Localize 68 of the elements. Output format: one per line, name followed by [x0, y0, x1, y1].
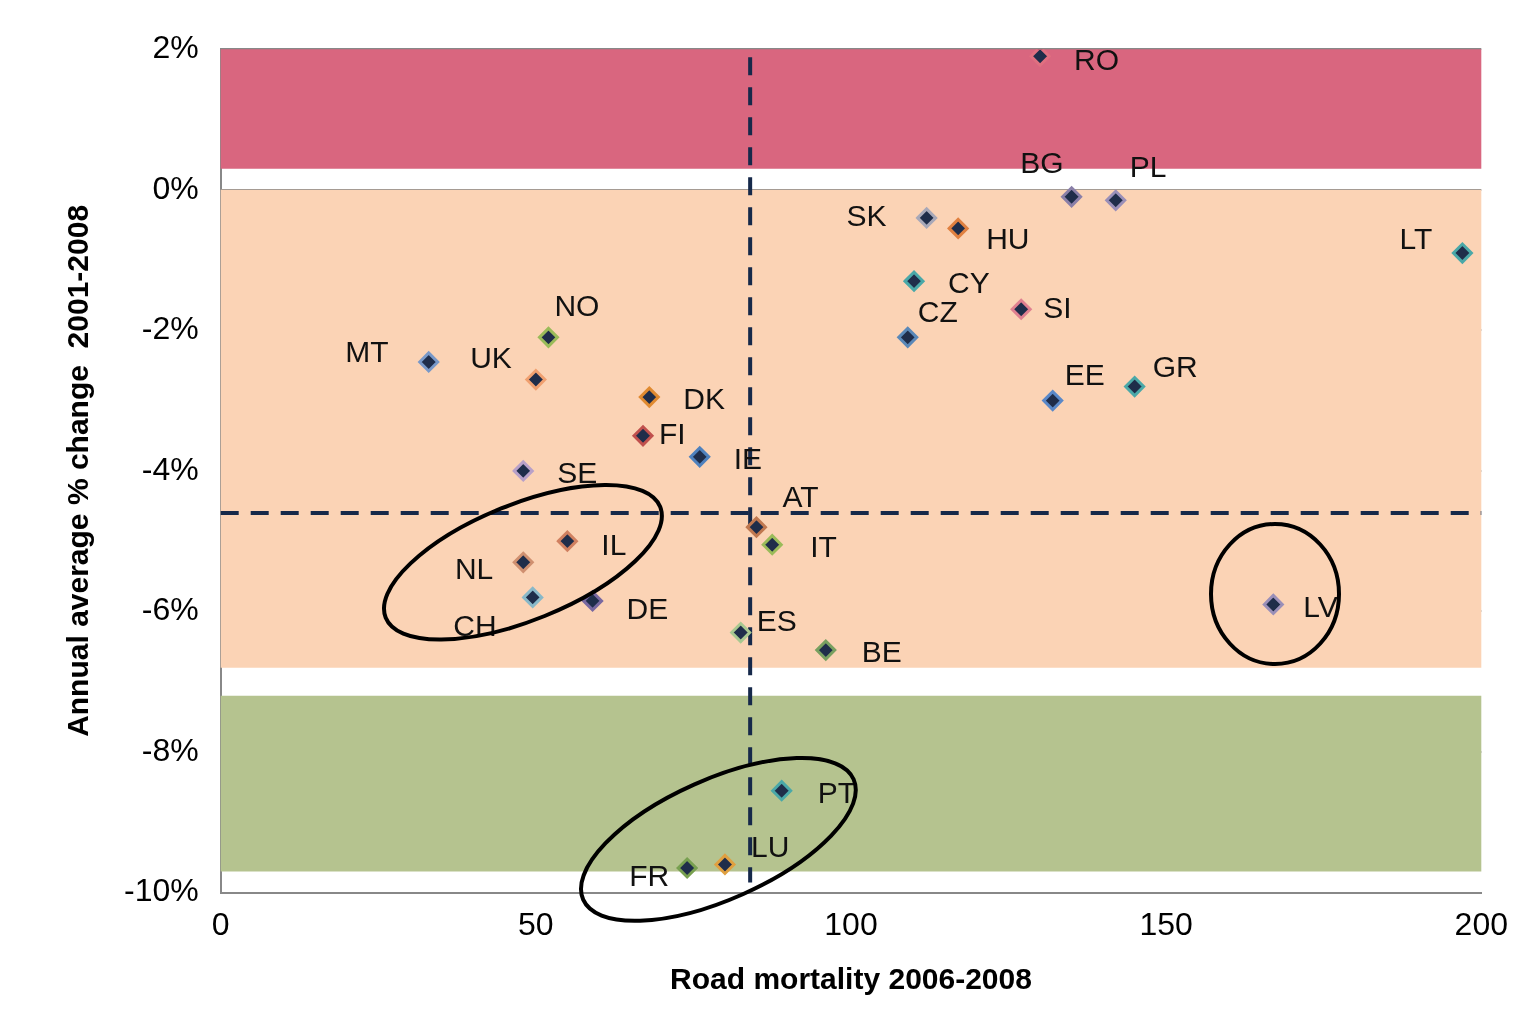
y-tick-label: -2%: [141, 310, 199, 347]
point: [1262, 593, 1284, 615]
point: [1451, 242, 1473, 264]
point: [525, 369, 547, 391]
point: [638, 386, 660, 408]
series-label: HU: [986, 221, 1030, 255]
series-label: UK: [470, 340, 512, 374]
point: [745, 516, 767, 538]
point: [676, 857, 698, 879]
y-tick-label: 2%: [152, 29, 199, 66]
point: [632, 425, 654, 447]
point: [537, 326, 559, 348]
point: [418, 351, 440, 373]
point: [897, 326, 919, 348]
series-label: LV: [1303, 589, 1338, 623]
point: [512, 460, 534, 482]
point: [1010, 298, 1032, 320]
point: [556, 530, 578, 552]
series-label: FR: [629, 859, 670, 893]
point: [1105, 189, 1127, 211]
series-label: AT: [782, 480, 819, 514]
y-tick-label: -6%: [141, 591, 199, 628]
series-label: DE: [626, 592, 669, 626]
series-label: ES: [756, 603, 797, 637]
series-label: BE: [861, 635, 902, 669]
y-tick-label: -10%: [124, 872, 199, 909]
point: [1042, 390, 1064, 412]
point: [714, 853, 736, 875]
series-label: NL: [454, 551, 494, 585]
point: [512, 551, 534, 573]
series-label: RO: [1074, 43, 1120, 77]
y-tick-label: -4%: [141, 450, 199, 487]
series-label: IL: [601, 528, 627, 562]
point: [903, 270, 925, 292]
series-label: SK: [846, 199, 887, 233]
series-label: SI: [1043, 290, 1072, 324]
series-label: GR: [1152, 349, 1198, 383]
point: [1124, 376, 1146, 398]
y-tick-label: -8%: [141, 731, 199, 768]
series-label: NO: [554, 288, 600, 322]
x-axis-title: Road mortality 2006-2008: [670, 962, 1032, 996]
point: [761, 534, 783, 556]
x-tick-label: 50: [518, 905, 554, 942]
series-label: IE: [733, 442, 763, 476]
series-label: LU: [750, 829, 790, 863]
series-label: EE: [1064, 357, 1105, 391]
point: [771, 780, 793, 802]
series-label: IT: [810, 529, 837, 563]
series-label: MT: [345, 335, 389, 369]
series-label: FI: [659, 417, 686, 451]
series-label: PT: [817, 775, 857, 809]
series-label: DK: [683, 382, 725, 416]
x-tick-label: 200: [1454, 905, 1508, 942]
point: [947, 217, 969, 239]
x-tick-label: 100: [824, 905, 878, 942]
point: [689, 446, 711, 468]
point: [815, 639, 837, 661]
x-tick-label: 150: [1139, 905, 1193, 942]
point: [730, 622, 752, 644]
x-tick-label: 0: [211, 905, 230, 942]
point: [1029, 49, 1051, 67]
series-label: SE: [557, 456, 598, 490]
series-label: LT: [1399, 222, 1433, 256]
point: [916, 207, 938, 229]
point: [522, 586, 544, 608]
point: [1061, 186, 1083, 208]
y-tick-label: 0%: [152, 169, 199, 206]
y-axis-title: Annual average % change 2001-2008: [61, 204, 95, 737]
